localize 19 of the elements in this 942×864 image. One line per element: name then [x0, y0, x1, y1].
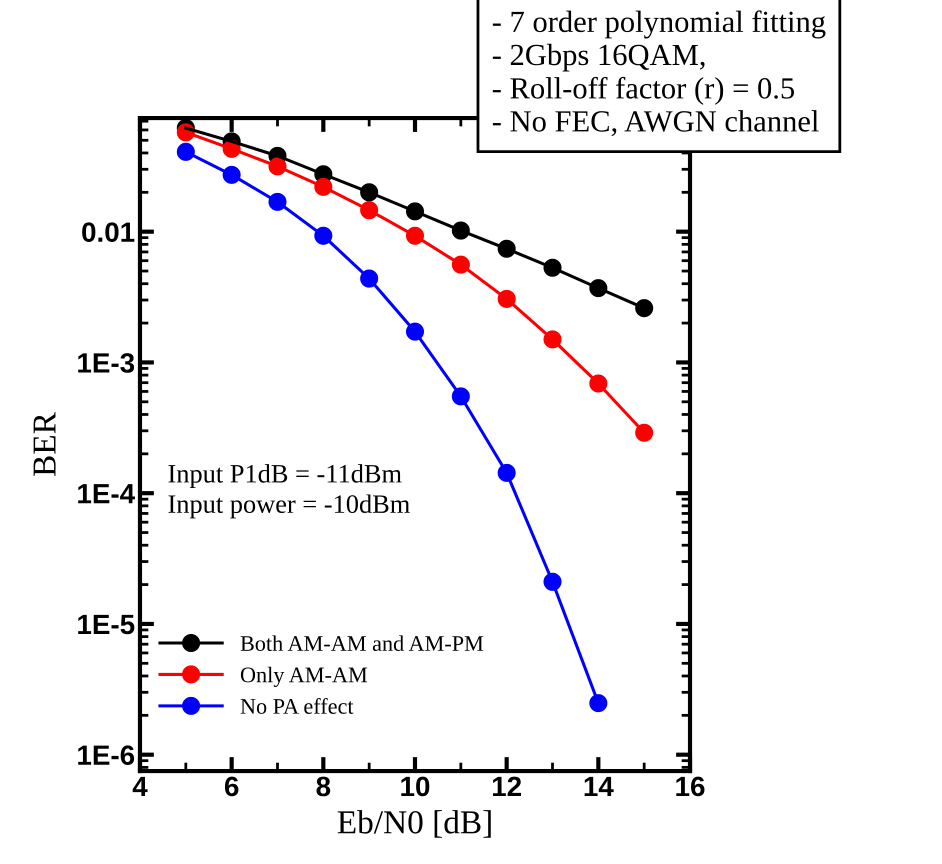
x-tick-label: 6	[224, 776, 238, 796]
x-tick-label: 10	[401, 776, 430, 796]
x-tick-label: 14	[584, 776, 614, 796]
y-tick-label: 1E-6	[78, 745, 134, 766]
x-tick-label: 12	[492, 776, 522, 796]
legend-label: No PA effect	[240, 698, 354, 714]
annotation: - 7 order polynomial fitting - 2Gbps 16QAM, - Roll-off factor (r) = 0.5 - No FEC, AWGN channel	[492, 10, 826, 136]
x-tick-label: 4	[132, 776, 148, 796]
y-tick-label: 1E-3	[78, 353, 134, 373]
x-tick-label: 16	[676, 776, 704, 796]
legend-label: Both AM-AM and AM-PM	[240, 635, 484, 652]
annotation: Input P1dB = -11dBm Input power = -10dBm	[168, 464, 410, 518]
x-tick-label: 8	[316, 776, 330, 796]
y-tick-label: 0.01	[82, 222, 134, 242]
y-tick-label: 1E-4	[78, 484, 135, 504]
y-tick-label: 1E-5	[78, 614, 134, 634]
x-axis-title: Eb/N0 [dB]	[338, 810, 491, 838]
legend-label: Only AM-AM	[240, 666, 368, 687]
y-axis-title: BER	[34, 412, 56, 476]
